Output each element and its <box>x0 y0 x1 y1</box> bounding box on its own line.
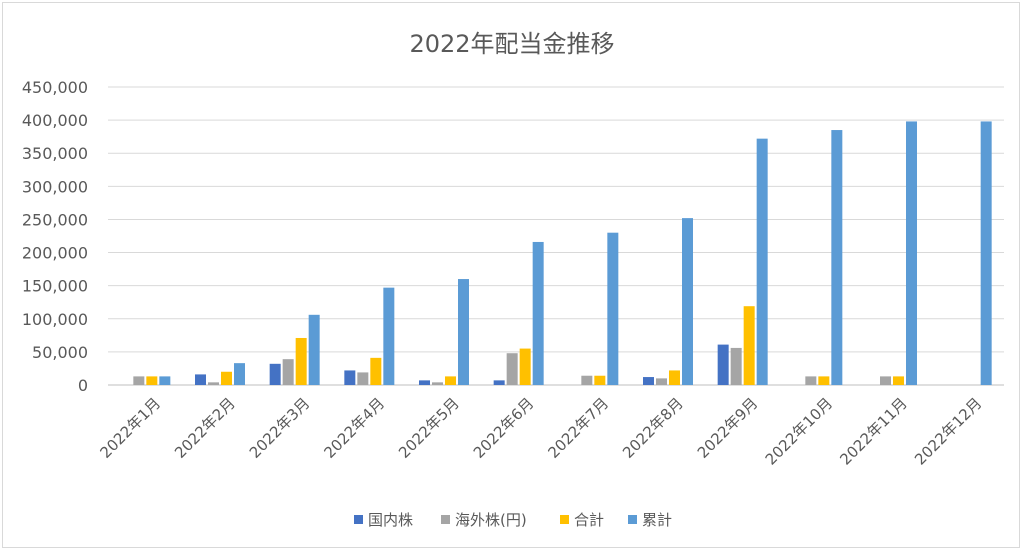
legend-label: 海外株(円) <box>455 511 527 529</box>
bar <box>906 121 917 386</box>
y-tick-label: 400,000 <box>22 111 88 130</box>
x-tick-label: 2022年2月 <box>171 394 239 462</box>
bar <box>594 375 606 385</box>
bar <box>269 363 281 385</box>
x-tick-label: 2022年6月 <box>470 394 538 462</box>
legend-swatch <box>354 515 363 524</box>
x-axis: 2022年1月 2022年2月 2022年3月 2022年4月 2022年5月 2022年… <box>96 394 985 468</box>
bar <box>756 138 768 385</box>
x-tick-label: 2022年10月 <box>762 394 836 468</box>
bar <box>383 287 395 385</box>
y-tick-label: 100,000 <box>22 310 88 329</box>
bar <box>980 121 992 386</box>
legend-swatch <box>441 515 450 524</box>
bar <box>432 382 443 385</box>
bar <box>730 347 742 385</box>
legend-label: 国内株 <box>368 511 413 529</box>
y-tick-label: 300,000 <box>22 177 88 196</box>
x-tick-label: 2022年1月 <box>96 394 164 462</box>
bar <box>831 130 843 385</box>
y-tick-label: 450,000 <box>22 78 88 97</box>
bar <box>805 376 817 385</box>
bar <box>445 376 456 385</box>
y-axis: 0 50,000 100,000 150,000 200,000 250,000 300,0… <box>22 78 88 395</box>
x-tick-label: 2022年12月 <box>911 394 985 468</box>
x-tick-label: 2022年5月 <box>395 394 463 462</box>
bar <box>370 357 382 385</box>
bar <box>880 376 891 385</box>
bar <box>532 241 544 385</box>
bar <box>195 374 206 385</box>
x-tick-label: 2022年8月 <box>619 394 687 462</box>
x-tick-label: 2022年3月 <box>246 394 314 462</box>
bar <box>656 378 667 385</box>
chart-title: 2022年配当金推移 <box>409 30 614 58</box>
bar <box>344 370 356 385</box>
bar <box>682 218 693 385</box>
legend: 国内株 海外株(円) 合計 累計 <box>354 511 672 529</box>
bar <box>519 348 531 385</box>
bar <box>208 382 219 385</box>
bar <box>717 344 729 385</box>
bar <box>146 376 158 385</box>
bar <box>221 371 232 385</box>
y-tick-label: 250,000 <box>22 210 88 229</box>
bar <box>643 377 654 385</box>
gridlines <box>108 86 1004 386</box>
bar <box>458 279 469 385</box>
x-tick-label: 2022年11月 <box>836 394 910 468</box>
bar <box>669 370 680 385</box>
x-tick-label: 2022年4月 <box>320 394 388 462</box>
y-tick-label: 200,000 <box>22 244 88 263</box>
bars <box>133 121 992 386</box>
bar <box>234 363 245 385</box>
legend-label: 合計 <box>574 511 604 529</box>
bar <box>743 306 755 385</box>
bar <box>581 375 593 385</box>
bar <box>506 353 518 385</box>
bar <box>419 380 430 385</box>
bar <box>818 376 830 385</box>
legend-swatch <box>560 515 569 524</box>
y-tick-label: 350,000 <box>22 144 88 163</box>
bar <box>893 376 904 385</box>
bar <box>282 359 294 385</box>
bar <box>159 376 171 385</box>
bar <box>607 232 619 385</box>
y-tick-label: 150,000 <box>22 277 88 296</box>
legend-swatch <box>628 515 637 524</box>
bar <box>493 380 505 385</box>
legend-label: 累計 <box>642 511 672 529</box>
y-tick-label: 50,000 <box>32 343 88 362</box>
y-tick-label: 0 <box>78 376 88 395</box>
bar <box>295 337 307 385</box>
x-tick-label: 2022年9月 <box>694 394 762 462</box>
bar <box>308 314 320 385</box>
bar <box>357 372 369 385</box>
x-tick-label: 2022年7月 <box>544 394 612 462</box>
bar <box>133 376 145 385</box>
